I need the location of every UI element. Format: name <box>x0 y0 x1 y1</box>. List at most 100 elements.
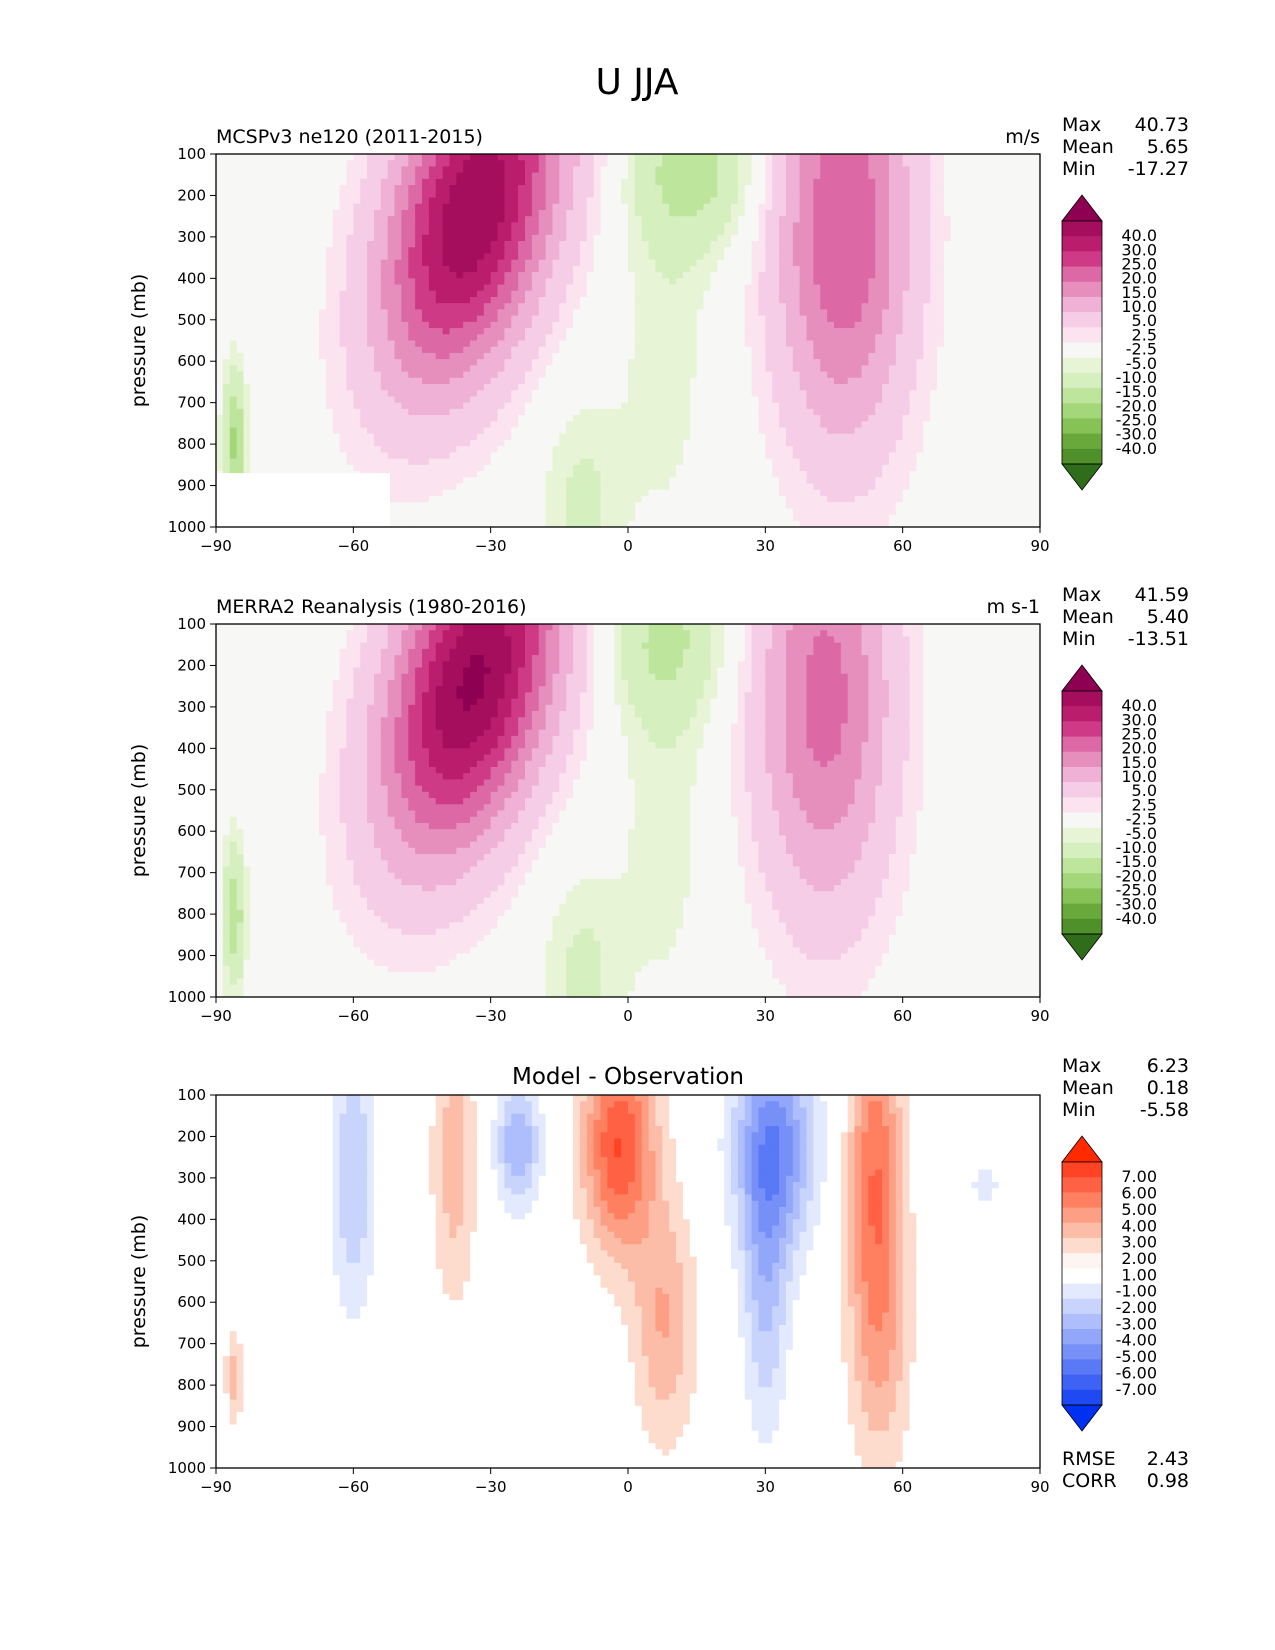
topography-mask <box>217 473 390 527</box>
colorbar-segment <box>1062 1162 1102 1178</box>
y-tick-label: 1000 <box>168 1459 206 1477</box>
colorbar: 40.030.025.020.015.010.05.02.5-2.5-5.0-1… <box>1062 665 1157 960</box>
x-tick-label: −30 <box>475 537 507 555</box>
stat-label: Min <box>1062 1099 1096 1121</box>
y-axis-label: pressure (mb) <box>128 1215 150 1349</box>
x-tick-label: 60 <box>893 537 912 555</box>
colorbar-segment <box>1062 782 1102 798</box>
y-tick-label: 700 <box>177 1335 206 1353</box>
y-tick-label: 200 <box>177 186 206 204</box>
colorbar-segment <box>1062 251 1102 267</box>
y-tick-label: 300 <box>177 228 206 246</box>
colorbar-segment <box>1062 904 1102 920</box>
colorbar-segment <box>1062 873 1102 889</box>
colorbar-segment <box>1062 919 1102 935</box>
colorbar-min-arrow <box>1062 1405 1102 1431</box>
x-tick-label: 0 <box>623 1478 633 1496</box>
colorbar-label: -40.0 <box>1116 439 1157 458</box>
y-tick-label: 1000 <box>168 988 206 1006</box>
y-tick-label: 400 <box>177 1210 206 1228</box>
colorbar-segment <box>1062 752 1102 768</box>
x-tick-label: −30 <box>475 1007 507 1025</box>
colorbar-segment <box>1062 828 1102 844</box>
colorbar-segment <box>1062 267 1102 283</box>
stat-value: -5.58 <box>1140 1099 1189 1121</box>
y-tick-label: 600 <box>177 822 206 840</box>
colorbar: 40.030.025.020.015.010.05.02.5-2.5-5.0-1… <box>1062 195 1157 490</box>
x-tick-label: 60 <box>893 1478 912 1496</box>
colorbar-label: -40.0 <box>1116 909 1157 928</box>
colorbar-label: -7.00 <box>1116 1380 1157 1399</box>
y-tick-label: 800 <box>177 1376 206 1394</box>
stat-label: Mean <box>1062 1077 1114 1099</box>
y-tick-label: 500 <box>177 1252 206 1270</box>
contour-field <box>216 154 1041 528</box>
units-label: m/s <box>1005 126 1040 148</box>
y-tick-label: 500 <box>177 311 206 329</box>
x-tick-label: 0 <box>623 1007 633 1025</box>
y-tick-label: 900 <box>177 477 206 495</box>
contour-field <box>216 1095 1041 1469</box>
colorbar: 7.006.005.004.003.002.001.00-1.00-2.00-3… <box>1062 1136 1157 1431</box>
y-tick-label: 900 <box>177 947 206 965</box>
colorbar-segment <box>1062 418 1102 434</box>
x-tick-label: −90 <box>200 1007 232 1025</box>
stat-label: Min <box>1062 158 1096 180</box>
colorbar-segment <box>1062 343 1102 359</box>
y-tick-label: 200 <box>177 1127 206 1145</box>
colorbar-segment <box>1062 1314 1102 1330</box>
stat-label: Mean <box>1062 606 1114 628</box>
x-tick-label: −60 <box>338 1007 370 1025</box>
panel-title: MERRA2 Reanalysis (1980-2016) <box>216 596 527 618</box>
colorbar-max-arrow <box>1062 665 1102 691</box>
colorbar-segment <box>1062 1177 1102 1193</box>
colorbar-segment <box>1062 1329 1102 1345</box>
stat-value: 5.65 <box>1147 136 1189 158</box>
y-axis-label: pressure (mb) <box>128 274 150 408</box>
colorbar-segment <box>1062 1375 1102 1391</box>
panel-2: MERRA2 Reanalysis (1980-2016) m s-1100200… <box>128 584 1189 1025</box>
colorbar-segment <box>1062 1268 1102 1284</box>
colorbar-segment <box>1062 373 1102 389</box>
colorbar-segment <box>1062 691 1102 707</box>
rmse-value: 2.43 <box>1147 1448 1189 1470</box>
stat-value: 41.59 <box>1135 584 1189 606</box>
y-tick-label: 400 <box>177 739 206 757</box>
stat-label: Mean <box>1062 136 1114 158</box>
colorbar-min-arrow <box>1062 934 1102 960</box>
panel-3: Model - Observation100200300400500600700… <box>128 1055 1189 1496</box>
x-tick-label: −90 <box>200 537 232 555</box>
colorbar-min-arrow <box>1062 464 1102 490</box>
x-tick-label: −60 <box>338 537 370 555</box>
panel-1: MCSPv3 ne120 (2011-2015) m/s1002003004005… <box>128 114 1189 555</box>
x-tick-label: 30 <box>756 537 775 555</box>
colorbar-segment <box>1062 221 1102 237</box>
stat-value: -13.51 <box>1128 628 1189 650</box>
panel-title: Model - Observation <box>512 1064 744 1090</box>
colorbar-max-arrow <box>1062 1136 1102 1162</box>
colorbar-segment <box>1062 403 1102 419</box>
stat-value: 5.40 <box>1147 606 1189 628</box>
y-tick-label: 800 <box>177 905 206 923</box>
colorbar-segment <box>1062 813 1102 829</box>
corr-label: CORR <box>1062 1470 1117 1492</box>
y-tick-label: 100 <box>177 1086 206 1104</box>
colorbar-segment <box>1062 737 1102 753</box>
colorbar-segment <box>1062 1192 1102 1208</box>
y-tick-label: 1000 <box>168 518 206 536</box>
colorbar-segment <box>1062 888 1102 904</box>
colorbar-segment <box>1062 1223 1102 1239</box>
x-tick-label: −90 <box>200 1478 232 1496</box>
y-tick-label: 300 <box>177 698 206 716</box>
colorbar-segment <box>1062 767 1102 783</box>
colorbar-segment <box>1062 282 1102 298</box>
x-tick-label: 60 <box>893 1007 912 1025</box>
colorbar-segment <box>1062 449 1102 465</box>
colorbar-segment <box>1062 1359 1102 1375</box>
colorbar-segment <box>1062 434 1102 450</box>
y-axis-label: pressure (mb) <box>128 744 150 878</box>
colorbar-segment <box>1062 1238 1102 1254</box>
x-tick-label: 90 <box>1030 537 1049 555</box>
y-tick-label: 400 <box>177 269 206 287</box>
y-tick-label: 100 <box>177 615 206 633</box>
